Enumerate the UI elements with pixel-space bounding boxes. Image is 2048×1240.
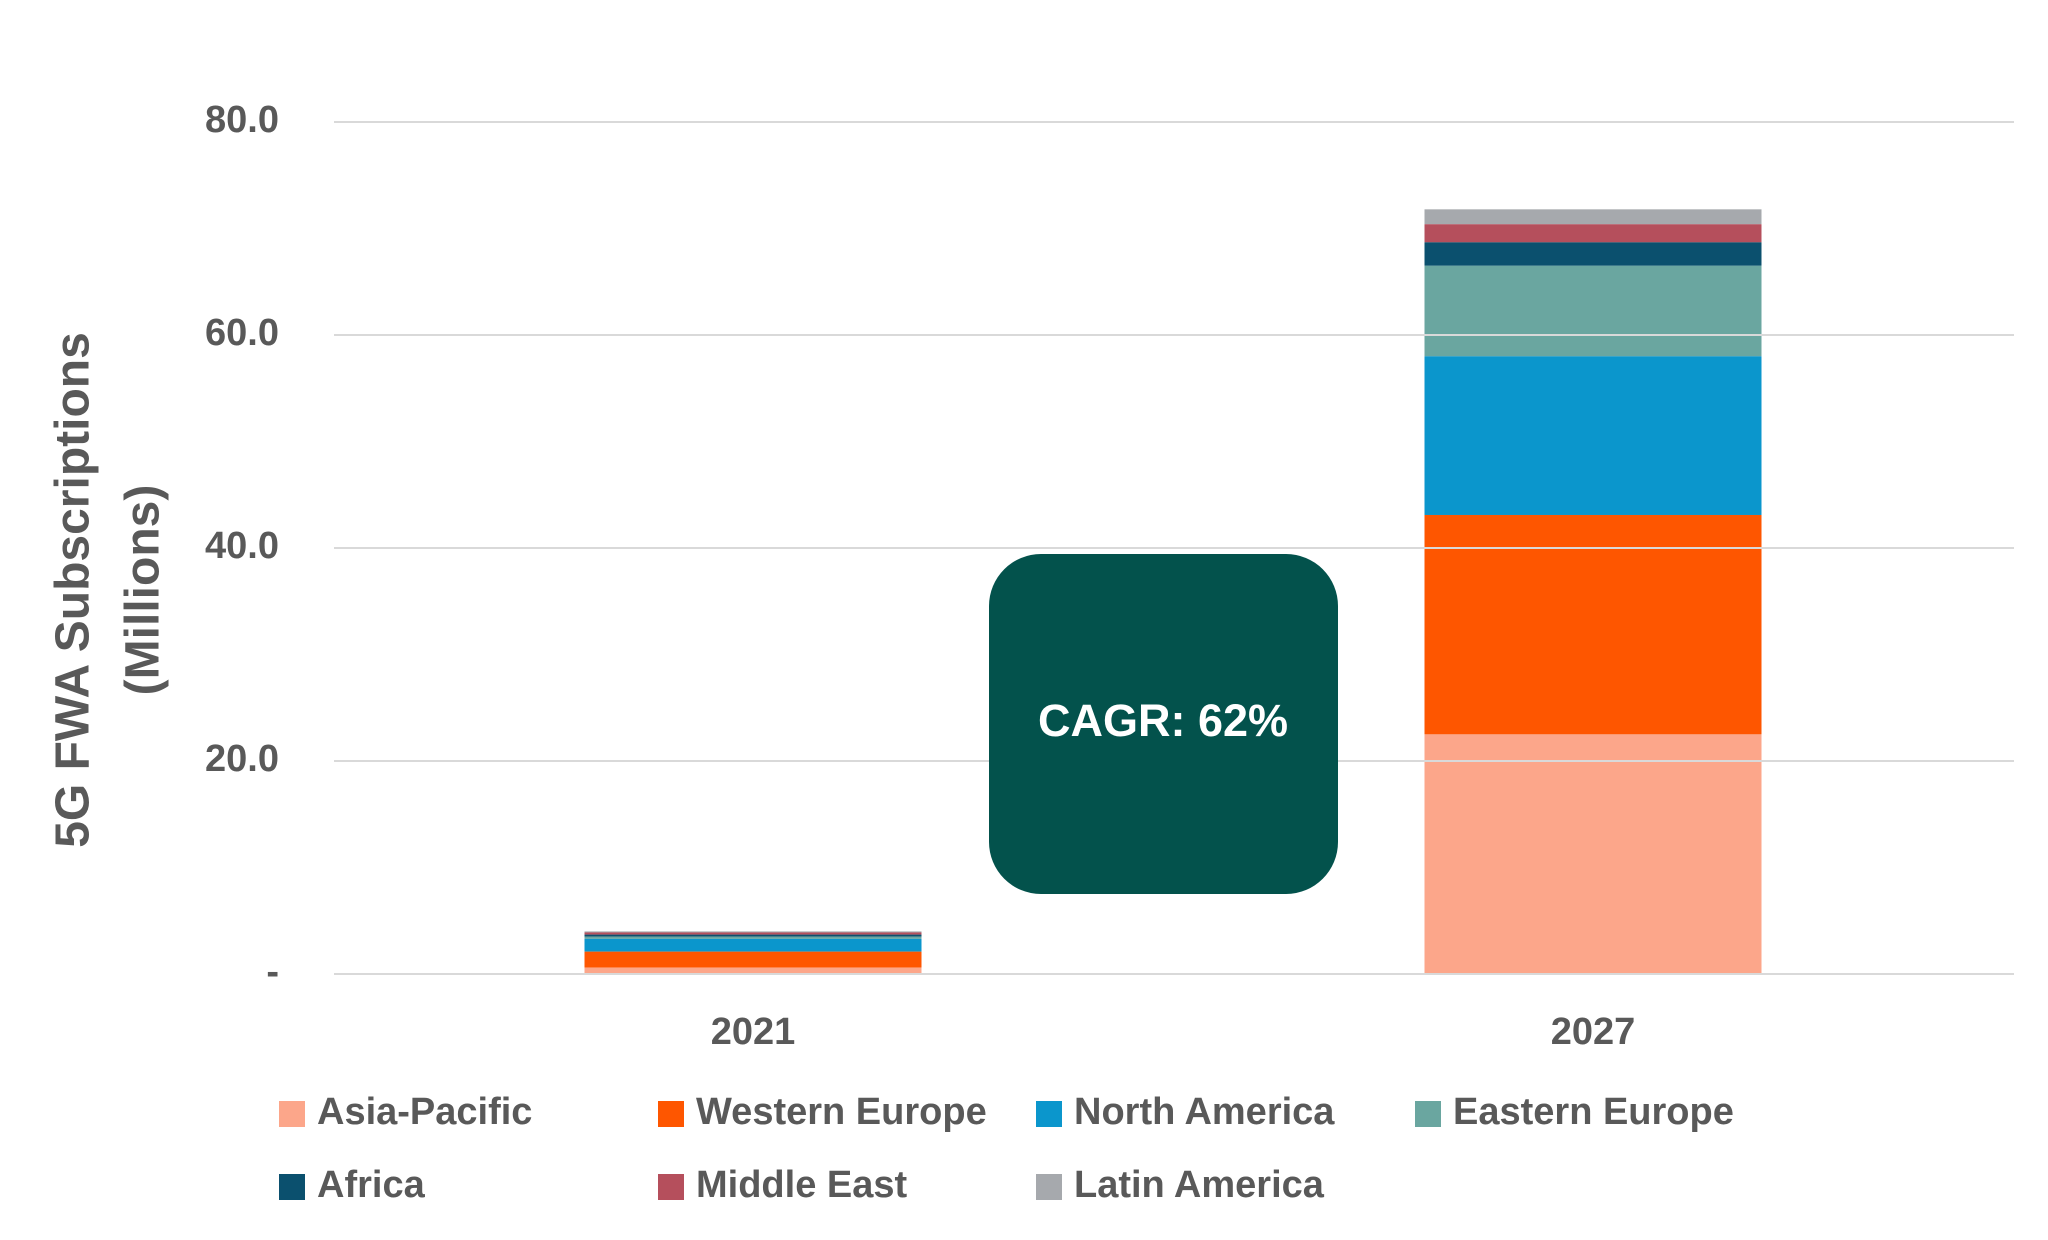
bar-segment: [584, 934, 922, 937]
y-axis-label-line: (Millions): [117, 485, 170, 696]
legend-swatch: [1415, 1101, 1441, 1127]
bar-segment: [584, 938, 922, 952]
legend-label: Africa: [317, 1164, 426, 1206]
legend-swatch: [1036, 1174, 1062, 1200]
bar-segment: [1424, 209, 1762, 225]
y-tick-label: 60.0: [205, 312, 279, 354]
y-tick-label: 20.0: [205, 738, 279, 780]
bar-segment: [1424, 242, 1762, 266]
legend-label: Western Europe: [696, 1091, 987, 1133]
legend-label: Eastern Europe: [1453, 1091, 1734, 1133]
y-tick-label: 80.0: [205, 99, 279, 141]
legend-label: North America: [1074, 1091, 1335, 1133]
bar-segment: [584, 951, 922, 968]
legend-swatch: [279, 1174, 305, 1200]
bar-segment: [1424, 734, 1762, 974]
bar-segment: [1424, 514, 1762, 735]
annotation-box: [989, 554, 1338, 894]
legend-label: Latin America: [1074, 1164, 1325, 1206]
bar-segment: [1424, 224, 1762, 243]
x-tick-label: 2021: [711, 1011, 796, 1053]
y-tick-label: -: [266, 951, 279, 993]
legend-swatch: [658, 1101, 684, 1127]
legend-swatch: [279, 1101, 305, 1127]
annotation: CAGR: 62%: [1038, 695, 1288, 746]
bar-segment: [1424, 356, 1762, 515]
bar-segment: [584, 936, 922, 939]
legend-label: Asia-Pacific: [317, 1091, 532, 1133]
y-axis-label-line: 5G FWA Subscriptions: [47, 332, 100, 848]
y-axis-label: 5G FWA Subscriptions (Millions): [47, 332, 170, 848]
bar-segment: [584, 931, 922, 933]
legend-swatch: [1036, 1101, 1062, 1127]
x-tick-label: 2027: [1551, 1011, 1636, 1053]
legend-swatch: [658, 1174, 684, 1200]
legend-label: Middle East: [696, 1164, 907, 1206]
bar-segment: [584, 967, 922, 974]
bar-segment: [584, 932, 922, 935]
y-tick-label: 40.0: [205, 525, 279, 567]
bar-segment: [1424, 265, 1762, 357]
